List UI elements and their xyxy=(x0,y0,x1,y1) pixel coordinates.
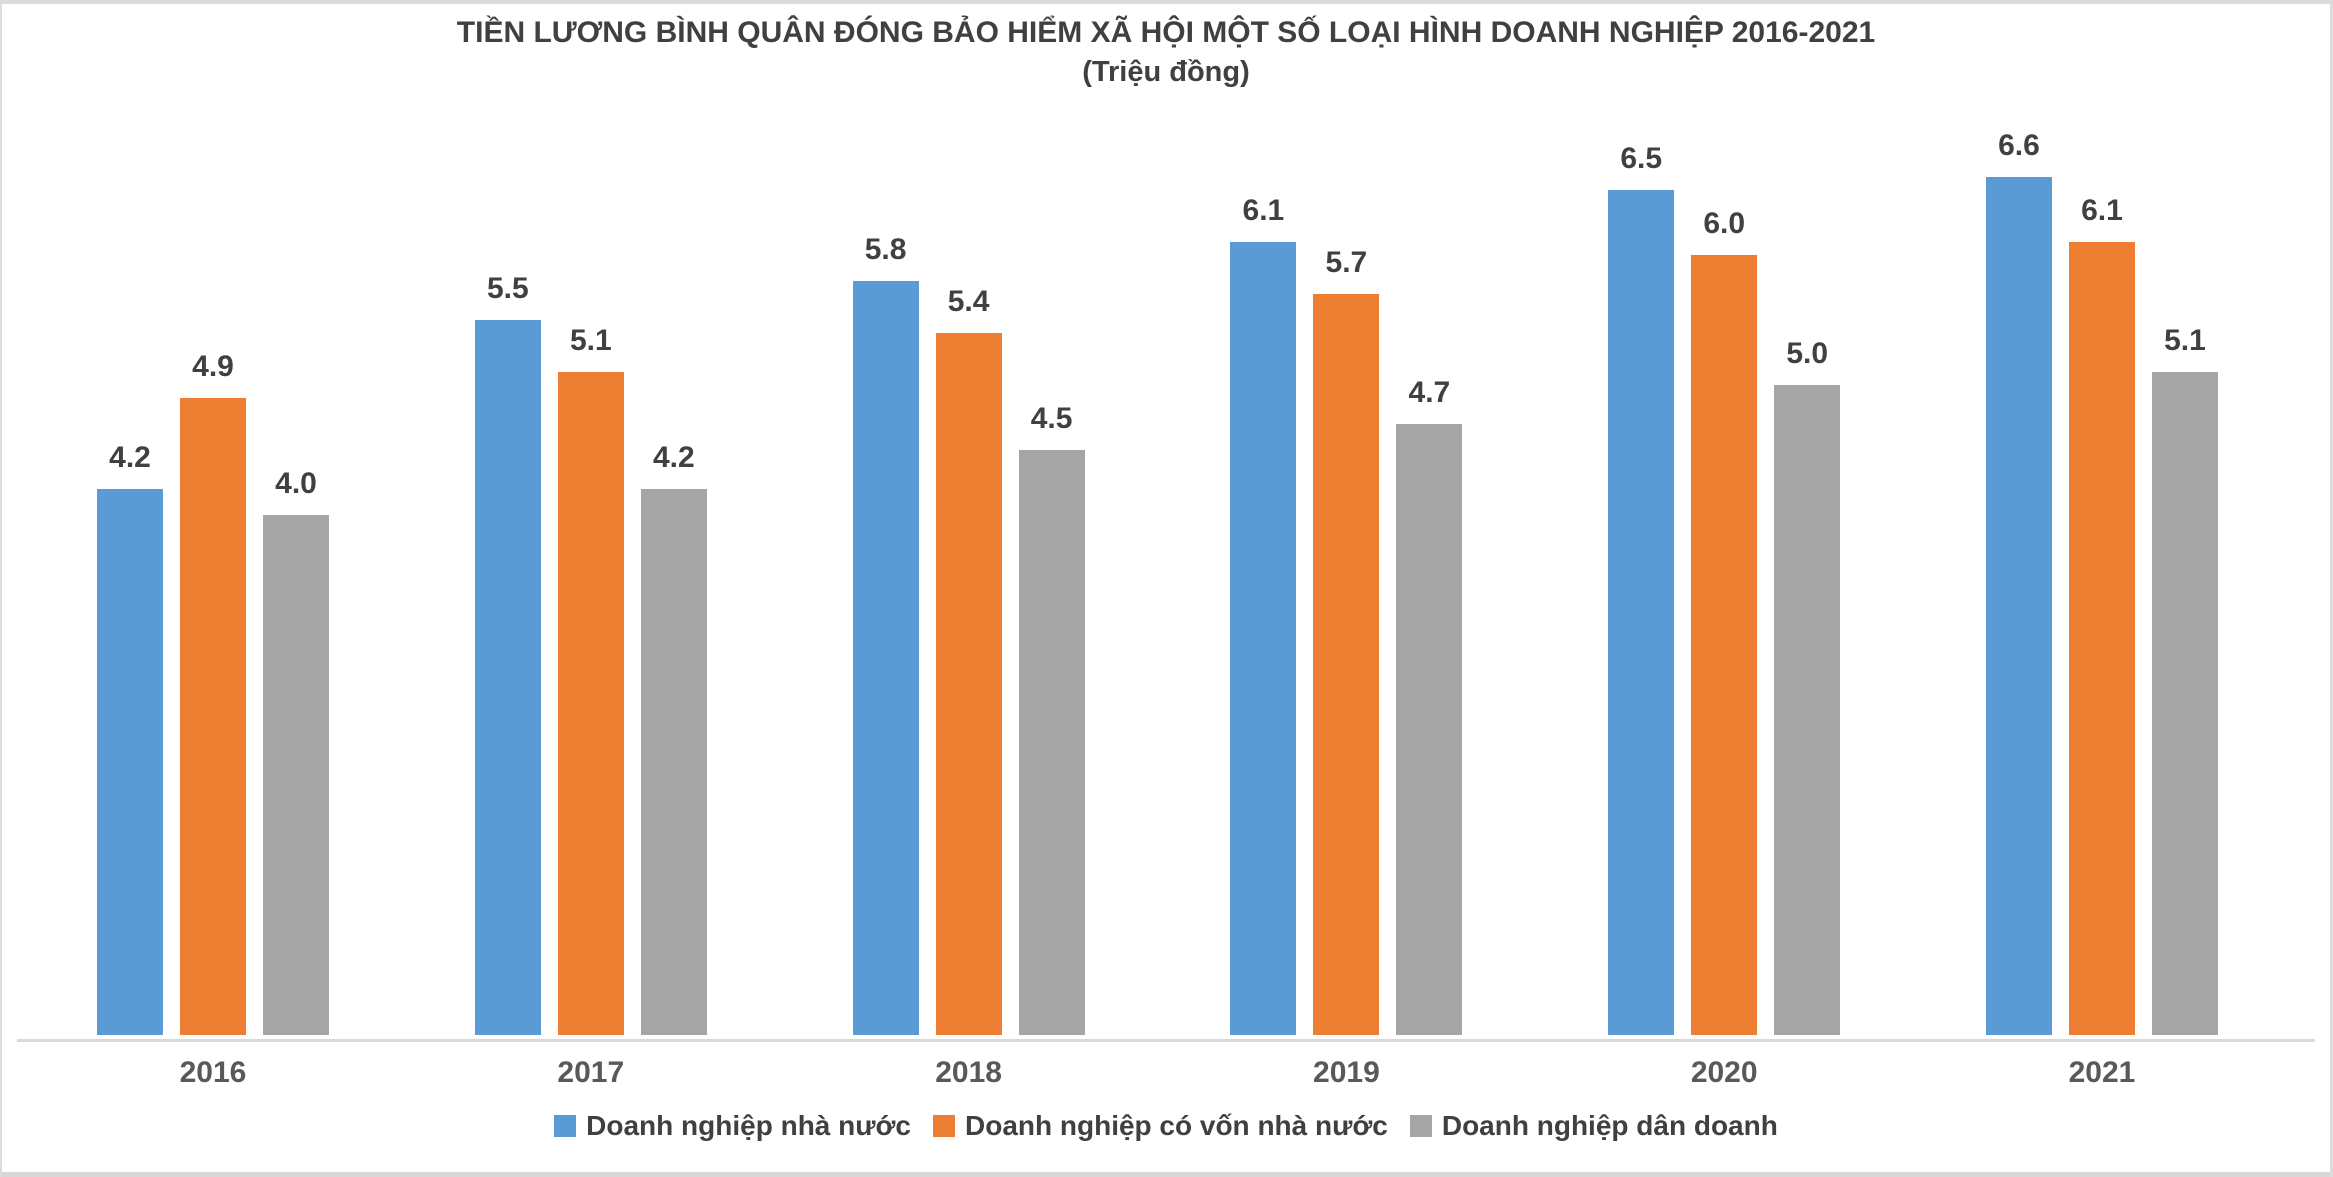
bar-value-label: 4.5 xyxy=(1030,402,1073,435)
bar-value-label: 4.9 xyxy=(192,350,234,383)
x-axis-tick-label: 2016 xyxy=(179,1056,247,1089)
legend-label: Doanh nghiệp nhà nước xyxy=(586,1110,911,1141)
legend-swatch-icon xyxy=(933,1115,955,1137)
chart-title: TIỀN LƯƠNG BÌNH QUÂN ĐÓNG BẢO HIỂM XÃ HỘ… xyxy=(456,16,1876,49)
bar-with-label: 4.7 xyxy=(1396,376,1463,1035)
bar-value-label: 5.5 xyxy=(486,272,529,305)
bar-with-label: 6.0 xyxy=(1691,207,1758,1035)
x-axis-tick-label: 2019 xyxy=(1313,1056,1380,1089)
x-axis-tick-label: 2020 xyxy=(1690,1056,1758,1089)
bar[interactable] xyxy=(1985,177,2052,1035)
bar-value-label: 6.1 xyxy=(1242,194,1285,227)
legend-swatch-icon xyxy=(554,1115,577,1137)
plot-area: 4.2 4.9 4.0 5.5 5.1 4.2 5.8 5.4 4.5 6.1 5.7 4.7 6.5 6… xyxy=(97,4,2218,1035)
bar[interactable] xyxy=(263,515,329,1035)
chart-subtitle: (Triệu đồng) xyxy=(1082,56,1250,88)
x-axis-tick-label: 2017 xyxy=(557,1056,625,1089)
bar-with-label: 6.5 xyxy=(1608,142,1675,1035)
bar-value-label: 4.2 xyxy=(109,441,151,474)
bar-group: 6.6 6.1 5.1 xyxy=(1985,129,2218,1035)
x-axis-labels: 2016 2017 2018 2019 2020 2021 xyxy=(97,1056,2218,1090)
bar[interactable] xyxy=(852,281,919,1035)
bar-with-label: 5.7 xyxy=(1313,246,1380,1035)
bar-value-label: 5.8 xyxy=(864,233,907,266)
bar-with-label: 5.8 xyxy=(852,233,919,1035)
bar-with-label: 4.9 xyxy=(180,350,246,1035)
bar-value-label: 4.2 xyxy=(652,441,695,474)
legend-item[interactable]: Doanh nghiệp nhà nước xyxy=(554,1110,911,1142)
bar-group: 6.5 6.0 5.0 xyxy=(1608,142,1841,1035)
bar-with-label: 4.2 xyxy=(640,441,707,1035)
bar-group: 5.5 5.1 4.2 xyxy=(474,272,707,1035)
bar[interactable] xyxy=(1396,424,1463,1035)
legend: Doanh nghiệp nhà nước Doanh nghiệp có vốn… xyxy=(2,1110,2330,1142)
bar[interactable] xyxy=(1230,242,1297,1035)
bar-with-label: 4.5 xyxy=(1018,402,1085,1035)
bar-group: 6.1 5.7 4.7 xyxy=(1230,194,1463,1035)
bar-value-label: 6.6 xyxy=(1998,129,2040,162)
bar[interactable] xyxy=(557,372,624,1035)
bar-with-label: 5.4 xyxy=(935,285,1002,1035)
bar-with-label: 6.1 xyxy=(2068,194,2135,1035)
bar-value-label: 6.0 xyxy=(1703,207,1746,240)
legend-item[interactable]: Doanh nghiệp có vốn nhà nước xyxy=(933,1110,1388,1142)
legend-label: Doanh nghiệp dân doanh xyxy=(1441,1110,1778,1141)
x-axis-tick-label: 2021 xyxy=(2068,1056,2136,1089)
bar-value-label: 4.0 xyxy=(275,467,317,500)
legend-swatch-icon xyxy=(1409,1115,1432,1137)
bar-value-label: 5.4 xyxy=(947,285,990,318)
bar[interactable] xyxy=(1691,255,1758,1035)
x-axis-tick-label: 2018 xyxy=(935,1056,1002,1089)
bar[interactable] xyxy=(1018,450,1085,1035)
bar[interactable] xyxy=(640,489,707,1035)
legend-label: Doanh nghiệp có vốn nhà nước xyxy=(965,1110,1388,1141)
bar-group: 5.8 5.4 4.5 xyxy=(852,233,1085,1035)
bar-with-label: 6.1 xyxy=(1230,194,1297,1035)
bar[interactable] xyxy=(97,489,163,1035)
bar[interactable] xyxy=(1608,190,1675,1035)
bar-value-label: 5.0 xyxy=(1786,337,1829,370)
bar-value-label: 5.7 xyxy=(1325,246,1368,279)
chart-header: TIỀN LƯƠNG BÌNH QUÂN ĐÓNG BẢO HIỂM XÃ HỘ… xyxy=(2,16,2330,89)
bar-value-label: 4.7 xyxy=(1408,376,1451,409)
bar-with-label: 5.0 xyxy=(1774,337,1841,1035)
bar-value-label: 5.1 xyxy=(2164,324,2206,357)
bar-with-label: 6.6 xyxy=(1985,129,2052,1035)
bar[interactable] xyxy=(474,320,541,1035)
bar[interactable] xyxy=(2151,372,2218,1035)
bar[interactable] xyxy=(1774,385,1841,1035)
bar-with-label: 4.0 xyxy=(263,467,329,1035)
bar-value-label: 6.5 xyxy=(1620,142,1663,175)
bar-with-label: 5.1 xyxy=(2151,324,2218,1035)
bar[interactable] xyxy=(180,398,246,1035)
bottom-border-band xyxy=(2,1172,2330,1177)
bar-with-label: 5.5 xyxy=(474,272,541,1035)
bar[interactable] xyxy=(2068,242,2135,1035)
bar-group: 4.2 4.9 4.0 xyxy=(97,350,329,1035)
bar[interactable] xyxy=(935,333,1002,1035)
bar-value-label: 6.1 xyxy=(2081,194,2123,227)
bar[interactable] xyxy=(1313,294,1380,1035)
bar-with-label: 4.2 xyxy=(97,441,163,1035)
x-axis-line xyxy=(17,1039,2315,1042)
legend-item[interactable]: Doanh nghiệp dân doanh xyxy=(1409,1110,1778,1142)
bar-with-label: 5.1 xyxy=(557,324,624,1035)
bar-value-label: 5.1 xyxy=(569,324,612,357)
